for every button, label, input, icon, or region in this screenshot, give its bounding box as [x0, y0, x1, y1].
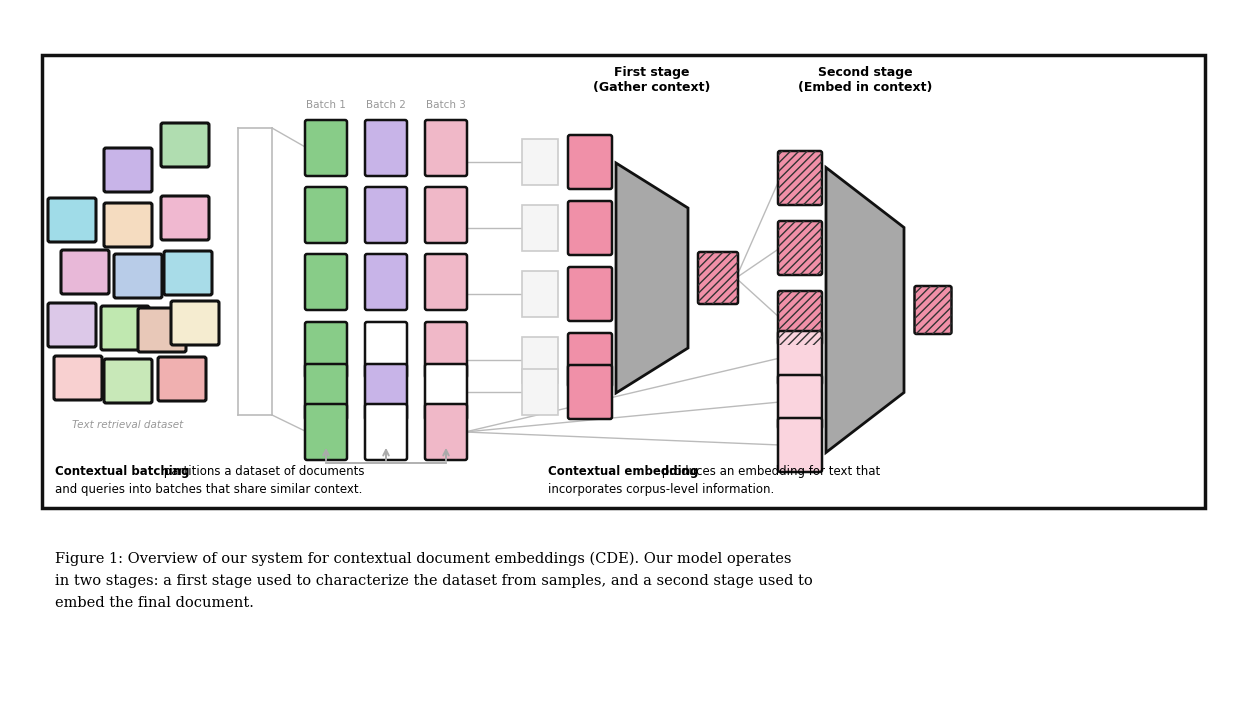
Bar	[42, 55, 1205, 508]
Text: Figure 1: Overview of our system for contextual document embeddings (CDE). Our m: Figure 1: Overview of our system for con…	[55, 552, 791, 566]
Text: incorporates corpus-level information.: incorporates corpus-level information.	[548, 483, 774, 496]
FancyBboxPatch shape	[568, 201, 612, 255]
FancyBboxPatch shape	[568, 365, 612, 419]
FancyBboxPatch shape	[425, 404, 467, 460]
Text: Second stage
(Embed in context): Second stage (Embed in context)	[797, 66, 933, 94]
FancyBboxPatch shape	[425, 120, 467, 176]
FancyBboxPatch shape	[365, 404, 407, 460]
Text: Batch 2: Batch 2	[366, 100, 406, 110]
FancyBboxPatch shape	[53, 356, 102, 400]
Polygon shape	[616, 163, 688, 393]
FancyBboxPatch shape	[104, 359, 152, 403]
FancyBboxPatch shape	[138, 308, 186, 352]
FancyBboxPatch shape	[365, 187, 407, 243]
FancyBboxPatch shape	[425, 254, 467, 310]
FancyBboxPatch shape	[425, 187, 467, 243]
FancyBboxPatch shape	[306, 254, 347, 310]
FancyBboxPatch shape	[365, 364, 407, 420]
FancyBboxPatch shape	[777, 375, 822, 429]
FancyBboxPatch shape	[365, 322, 407, 378]
FancyBboxPatch shape	[306, 120, 347, 176]
FancyBboxPatch shape	[777, 418, 822, 472]
Bar	[522, 139, 558, 185]
FancyBboxPatch shape	[161, 196, 209, 240]
FancyBboxPatch shape	[777, 291, 822, 345]
FancyBboxPatch shape	[777, 221, 822, 275]
FancyBboxPatch shape	[777, 331, 822, 385]
Text: embed the final document.: embed the final document.	[55, 596, 253, 610]
FancyBboxPatch shape	[777, 151, 822, 205]
Text: Batch 3: Batch 3	[426, 100, 466, 110]
FancyBboxPatch shape	[914, 286, 951, 334]
Text: in two stages: a first stage used to characterize the dataset from samples, and : in two stages: a first stage used to cha…	[55, 574, 812, 588]
Text: produces an embedding for text that: produces an embedding for text that	[658, 465, 881, 478]
FancyBboxPatch shape	[425, 364, 467, 420]
FancyBboxPatch shape	[101, 306, 149, 350]
FancyBboxPatch shape	[104, 203, 152, 247]
FancyBboxPatch shape	[48, 198, 96, 242]
Text: Contextual embedding: Contextual embedding	[548, 465, 698, 478]
Bar	[522, 369, 558, 415]
FancyBboxPatch shape	[306, 187, 347, 243]
FancyBboxPatch shape	[568, 135, 612, 189]
FancyBboxPatch shape	[104, 148, 152, 192]
Bar	[522, 271, 558, 317]
FancyBboxPatch shape	[568, 267, 612, 321]
Text: Batch 1: Batch 1	[306, 100, 347, 110]
Text: Text retrieval dataset: Text retrieval dataset	[72, 420, 184, 430]
FancyBboxPatch shape	[61, 250, 109, 294]
Text: First stage
(Gather context): First stage (Gather context)	[594, 66, 710, 94]
FancyBboxPatch shape	[306, 322, 347, 378]
FancyBboxPatch shape	[171, 301, 219, 345]
FancyBboxPatch shape	[306, 364, 347, 420]
FancyBboxPatch shape	[48, 303, 96, 347]
FancyBboxPatch shape	[698, 252, 738, 304]
FancyBboxPatch shape	[425, 322, 467, 378]
Text: partitions a dataset of documents: partitions a dataset of documents	[159, 465, 364, 478]
FancyBboxPatch shape	[164, 251, 212, 295]
FancyBboxPatch shape	[161, 123, 209, 167]
FancyBboxPatch shape	[306, 404, 347, 460]
FancyBboxPatch shape	[365, 254, 407, 310]
Bar	[522, 205, 558, 251]
FancyBboxPatch shape	[365, 120, 407, 176]
Text: Contextual batching: Contextual batching	[55, 465, 190, 478]
FancyBboxPatch shape	[568, 333, 612, 387]
Polygon shape	[826, 167, 904, 453]
Bar	[522, 337, 558, 383]
Text: and queries into batches that share similar context.: and queries into batches that share simi…	[55, 483, 363, 496]
FancyBboxPatch shape	[158, 357, 206, 401]
FancyBboxPatch shape	[114, 254, 161, 298]
